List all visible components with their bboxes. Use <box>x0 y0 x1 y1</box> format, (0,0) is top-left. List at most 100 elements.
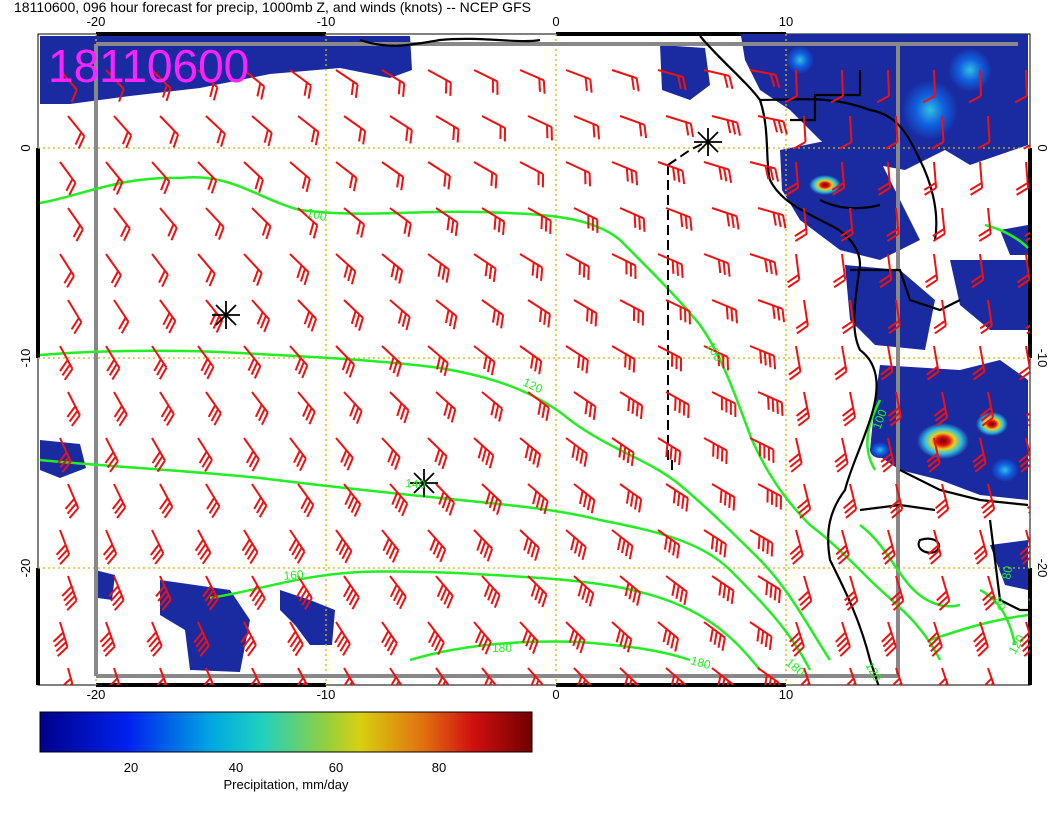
wind-barb <box>194 529 212 565</box>
wind-barb <box>877 161 892 196</box>
wind-barb <box>611 69 640 92</box>
wind-barb <box>288 529 306 564</box>
wind-barb <box>155 575 172 611</box>
wind-barb <box>343 207 366 238</box>
x-tick-bottom: 0 <box>552 687 559 702</box>
wind-barb <box>665 667 687 685</box>
wind-barb <box>841 299 855 335</box>
wind-barb <box>341 667 359 685</box>
wind-barb <box>665 391 690 419</box>
wind-barb <box>757 299 786 323</box>
wind-barb <box>473 253 497 282</box>
wind-barb <box>565 161 592 187</box>
wind-barb <box>251 207 272 240</box>
wind-barb <box>389 391 410 424</box>
wind-barb <box>151 69 172 102</box>
wind-barb <box>427 621 445 656</box>
wind-barb <box>881 621 897 657</box>
wind-barb <box>657 437 682 465</box>
wind-barb <box>573 207 599 233</box>
wind-barb <box>113 299 130 334</box>
wind-barb <box>1018 345 1030 381</box>
wind-barb <box>519 621 539 654</box>
wind-barb <box>611 437 635 466</box>
wind-barb <box>481 115 507 142</box>
wind-barb <box>711 391 737 417</box>
wind-barb <box>565 529 587 561</box>
wind-barb <box>519 529 540 561</box>
wind-barb <box>926 437 941 473</box>
wind-barb <box>757 575 782 604</box>
colorbar-tick: 40 <box>229 760 243 775</box>
wind-barb <box>297 299 318 332</box>
wind-barb <box>108 575 125 611</box>
colorbar-tick: 60 <box>329 760 343 775</box>
wind-barb <box>977 115 991 150</box>
wind-barb <box>923 161 938 196</box>
wind-barb <box>703 621 726 651</box>
wind-barb <box>67 115 86 149</box>
wind-barb <box>935 667 952 685</box>
wind-barb <box>146 621 163 657</box>
contour-label: 160 <box>283 567 304 583</box>
wind-barb <box>788 345 802 381</box>
wind-barb <box>342 575 360 610</box>
wind-barb <box>435 483 456 516</box>
wind-barb <box>573 115 601 140</box>
wind-barb <box>657 621 680 652</box>
wind-barb <box>159 299 177 334</box>
wind-barb <box>389 115 413 144</box>
wind-barb <box>880 437 895 473</box>
wind-barb <box>381 69 406 97</box>
wind-barb <box>657 529 681 559</box>
wind-barb <box>107 667 123 685</box>
wind-barb <box>343 115 367 145</box>
y-tick-left: 0 <box>18 144 33 151</box>
colorbar-label: Precipitation, mm/day <box>224 777 349 792</box>
wind-barb <box>834 345 848 381</box>
wind-barb <box>52 621 69 657</box>
wind-barb <box>703 345 730 371</box>
wind-barb <box>66 391 81 427</box>
wind-barb <box>55 529 71 565</box>
wind-barb <box>981 667 998 685</box>
wind-barb <box>876 69 890 104</box>
date-stamp: 18110600 <box>48 40 249 92</box>
wind-barb <box>59 69 78 103</box>
wind-barb <box>289 253 310 286</box>
wind-barb <box>927 621 943 657</box>
wind-barb <box>843 667 860 685</box>
wind-barb <box>982 575 997 611</box>
wind-barb <box>251 299 271 333</box>
x-tick-bottom: -10 <box>317 687 336 702</box>
wind-barb <box>481 483 502 515</box>
wind-barb <box>619 115 648 139</box>
wind-barb <box>711 667 734 685</box>
wind-barb <box>878 253 893 289</box>
wind-barb <box>150 529 165 565</box>
wind-barb <box>665 299 691 325</box>
contour-label: 140 <box>405 476 426 492</box>
wind-barb <box>619 207 646 232</box>
wind-barb <box>389 207 412 237</box>
wind-barb <box>703 253 731 277</box>
wind-barb <box>934 483 950 519</box>
wind-barb <box>294 667 312 685</box>
wind-barb <box>933 391 949 427</box>
wind-barb <box>832 253 847 289</box>
wind-barb <box>61 575 78 611</box>
wind-barb <box>573 483 596 514</box>
wind-barb <box>611 161 639 186</box>
wind-barb <box>527 299 551 328</box>
wind-barb <box>619 391 644 420</box>
wind-barb <box>887 391 903 427</box>
colorbar <box>39 711 533 753</box>
domain-box <box>94 42 1018 678</box>
wind-barb <box>711 483 736 511</box>
wind-barb <box>389 483 409 517</box>
wind-barb <box>335 437 354 471</box>
contour-label: 180 <box>492 641 512 655</box>
wind-barb <box>932 207 946 242</box>
wind-barb <box>665 483 689 512</box>
y-tick-right: -10 <box>1035 349 1050 368</box>
